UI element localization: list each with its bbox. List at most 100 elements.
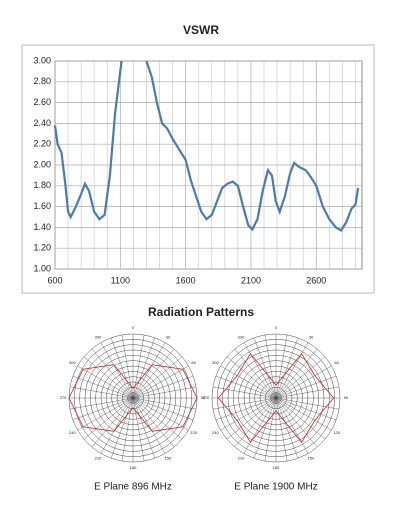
angle-label: 180 [130,465,137,470]
angle-label: 120 [333,430,340,435]
polar-spoke [132,397,197,410]
polar-spoke [275,397,337,421]
polar-spoke [212,386,277,399]
angle-label: 30 [166,334,171,339]
polar-spoke [243,342,277,399]
polar-spoke [132,334,145,399]
y-tick-label: 2.80 [33,76,51,86]
polar-spoke [132,356,183,399]
polar-spoke [132,365,189,399]
polar-spoke [77,397,134,431]
polar-spoke [132,397,145,462]
y-tick-label: 1.20 [33,243,51,253]
x-tick-label: 2100 [241,275,261,285]
angle-label: 210 [238,456,245,461]
polar-spoke [121,397,134,462]
polar-spoke [275,365,332,399]
angle-label: 150 [308,456,315,461]
angle-label: 210 [95,456,102,461]
y-tick-label: 3.00 [33,55,51,65]
polar-spoke [132,397,183,440]
angle-label: 330 [238,334,245,339]
y-tick-label: 1.60 [33,201,51,211]
polar-spoke [132,397,175,448]
angle-label: 0 [132,325,135,330]
polar-spoke [220,397,277,431]
y-tick-label: 1.80 [33,180,51,190]
pattern-line [68,364,198,432]
x-tick-label: 1600 [176,275,196,285]
polar-spoke [264,397,277,462]
polar-spoke [110,397,134,459]
polar-spoke [77,365,134,399]
polar-spoke [226,397,277,440]
polar-spoke [110,337,134,399]
polar-spoke [72,375,134,399]
polar-spoke [275,397,318,448]
polar-spoke [83,356,134,399]
angle-label: 0 [275,325,278,330]
pattern-caption: E Plane 1900 MHz [234,482,317,493]
polar-spoke [91,348,134,399]
chart-title: VSWR [183,23,219,37]
angle-label: 270 [60,395,67,400]
chart-frame [21,44,375,294]
angle-label: 30 [309,334,314,339]
pattern-line [217,353,335,443]
polar-spoke [72,397,134,421]
polar-spoke [275,334,288,399]
polar-spoke [100,397,134,454]
polar-spoke [83,397,134,440]
polar-spoke [132,397,189,431]
polar-spoke [275,397,309,454]
polar-spoke [132,375,194,399]
polar-spoke [100,342,134,399]
polar-spoke [69,397,134,410]
x-tick-label: 2600 [306,275,326,285]
polar-spoke [243,397,277,454]
polar-spoke [234,397,277,448]
polar-spoke [275,397,299,459]
angle-label: 90 [201,395,206,400]
polar-spoke [215,375,277,399]
polar-spoke [264,334,277,399]
polar-spoke [132,397,166,454]
polar-spoke [275,348,318,399]
angle-label: 300 [69,360,76,365]
polar-spoke [234,348,277,399]
polar-spoke [69,386,134,399]
polar-spoke [215,397,277,421]
polar-spoke [253,337,277,399]
angle-label: 300 [212,360,219,365]
y-tick-label: 2.00 [33,159,51,169]
polar-spoke [91,397,134,448]
polar-spoke [275,375,337,399]
polar-spoke [275,386,340,399]
y-tick-label: 2.40 [33,118,51,128]
angle-label: 60 [334,360,339,365]
polar-spoke [220,365,277,399]
y-tick-label: 2.60 [33,97,51,107]
y-tick-label: 2.20 [33,139,51,149]
polar-spoke [275,397,288,462]
pattern-caption: E Plane 896 MHz [94,482,172,493]
angle-label: 120 [190,430,197,435]
angle-label: 90 [344,395,349,400]
polar-spoke [132,386,197,399]
polar-spoke [275,397,340,410]
polar-spoke [275,397,326,440]
angle-label: 150 [165,456,172,461]
x-tick-label: 600 [47,275,62,285]
y-tick-label: 1.40 [33,222,51,232]
angle-label: 330 [95,334,102,339]
angle-label: 270 [203,395,210,400]
polar-spoke [132,342,166,399]
polar-spoke [132,397,156,459]
x-tick-label: 1100 [111,275,130,285]
polar-spoke [275,337,299,399]
polar-spoke [132,397,194,421]
polar-spoke [121,334,134,399]
angle-label: 180 [273,465,280,470]
polar-spoke [253,397,277,459]
